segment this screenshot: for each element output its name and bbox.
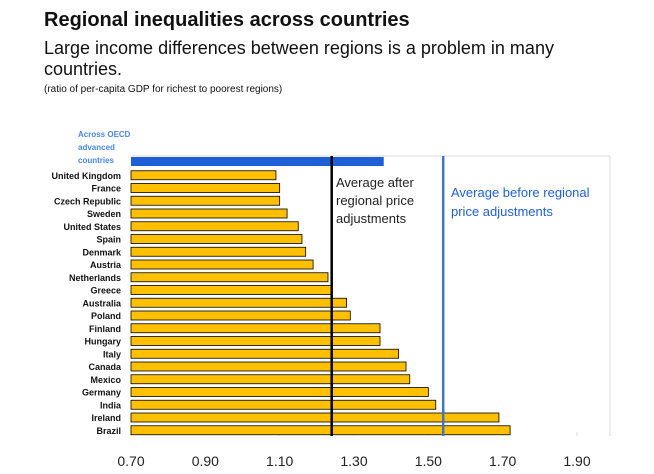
category-label: United Kingdom	[52, 171, 122, 181]
category-label: Spain	[96, 235, 121, 245]
bar	[130, 208, 288, 219]
category-label: France	[91, 184, 121, 194]
x-axis-ticks: 0.70 0.90 1.10 1.30 1.50 1.70 1.90	[117, 453, 590, 469]
bar	[130, 348, 400, 359]
x-tick-label: 1.70	[489, 453, 516, 469]
bar	[130, 425, 511, 436]
oecd-label-line: countries	[78, 156, 115, 165]
bar	[130, 336, 381, 346]
x-tick-label: 1.90	[563, 453, 590, 469]
bar	[130, 323, 381, 334]
category-label: Brazil	[96, 426, 121, 436]
category-label: Hungary	[84, 337, 121, 347]
bar	[130, 221, 299, 232]
category-label: Greece	[90, 286, 121, 296]
category-label: Italy	[103, 349, 121, 359]
bar	[130, 259, 314, 270]
x-tick-label: 1.10	[266, 453, 293, 469]
bar	[130, 387, 429, 397]
bar	[130, 170, 277, 181]
bar	[130, 183, 281, 193]
bar	[130, 246, 307, 257]
chart-subtitle: Large income differences between regions…	[44, 38, 554, 79]
bar	[130, 412, 500, 423]
bar	[130, 361, 407, 372]
category-label: Denmark	[82, 247, 122, 257]
bar	[130, 310, 351, 321]
category-label: Austria	[90, 260, 122, 270]
oecd-label-line: advanced	[78, 143, 115, 152]
x-tick-label: 0.70	[117, 453, 144, 469]
chart-title: Regional inequalities across countries	[44, 9, 410, 31]
oecd-label-line: Across OECD	[78, 130, 131, 139]
category-labels: Across OECD advanced countries United Kingd…	[52, 130, 131, 436]
reference-label-after-adjustment: adjustments	[336, 211, 407, 226]
category-label: Australia	[82, 298, 122, 308]
x-tick-label: 0.90	[192, 453, 219, 469]
category-label: Poland	[91, 311, 121, 321]
category-label: Czech Republic	[54, 196, 121, 206]
category-label: Germany	[82, 388, 121, 398]
category-label: Netherlands	[69, 273, 121, 283]
category-label: Ireland	[91, 413, 121, 423]
bar	[130, 374, 411, 385]
bars	[130, 157, 511, 436]
bar	[130, 272, 329, 283]
bar	[130, 399, 437, 410]
category-label: United States	[63, 222, 121, 232]
reference-lines: Average after regional price adjustments Av…	[330, 156, 590, 436]
category-label: Finland	[89, 324, 121, 334]
bar	[130, 285, 333, 295]
category-label: Sweden	[87, 209, 121, 219]
bar	[130, 234, 303, 244]
reference-label-after-adjustment: Average after	[336, 175, 414, 190]
reference-label-before-adjustment: Average before regional	[451, 185, 590, 200]
bar-oecd	[131, 157, 384, 166]
category-label: Mexico	[90, 375, 121, 385]
chart-note: (ratio of per-capita GDP for richest to …	[44, 84, 283, 95]
bar	[130, 195, 281, 206]
category-label: Canada	[88, 362, 122, 372]
reference-label-after-adjustment: regional price	[336, 193, 414, 208]
bar	[130, 297, 347, 308]
category-label: India	[100, 400, 122, 410]
reference-label-before-adjustment: price adjustments	[451, 204, 553, 219]
x-tick-label: 1.50	[415, 453, 442, 469]
x-tick-label: 1.30	[340, 453, 367, 469]
